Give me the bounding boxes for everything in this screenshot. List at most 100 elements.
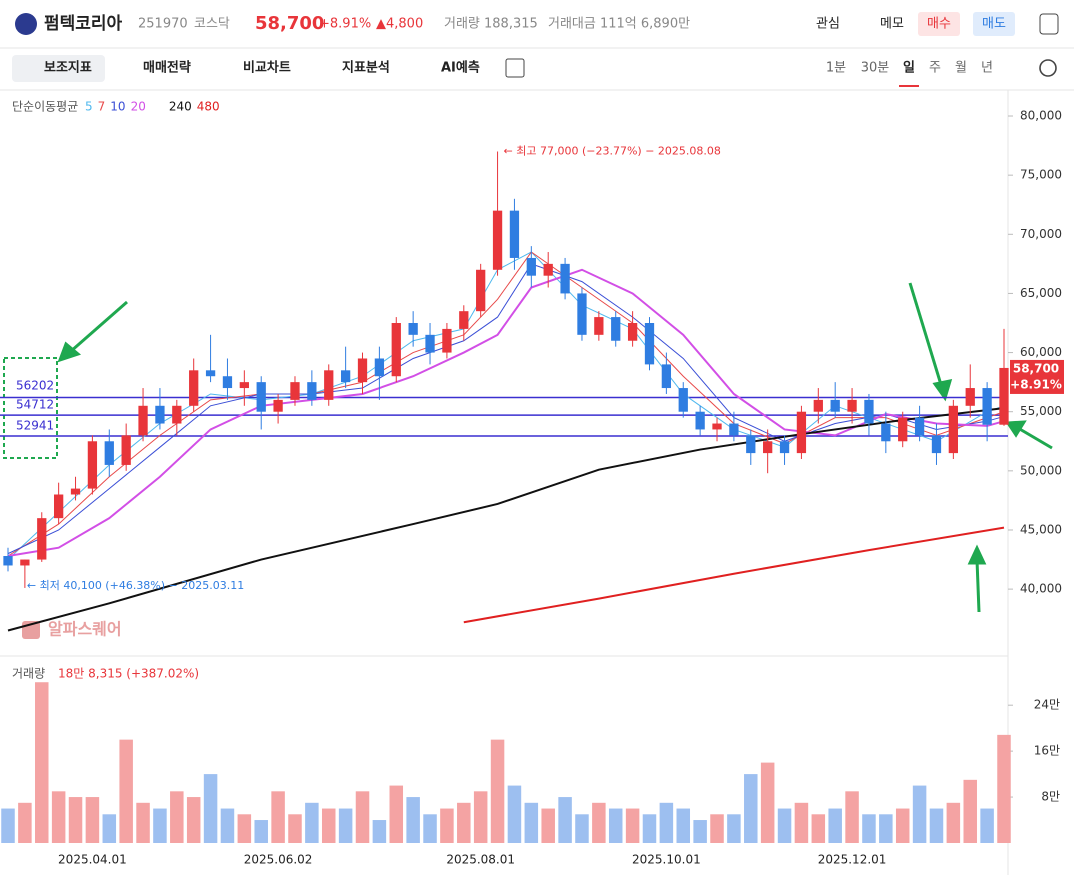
volume-bar	[305, 802, 319, 843]
logo	[15, 13, 37, 35]
candle-body	[20, 559, 30, 566]
volume-bar	[389, 785, 404, 843]
candle-body	[881, 423, 891, 442]
volume-bar	[659, 802, 674, 843]
legend-entry: 7	[98, 100, 106, 114]
candle-body	[222, 376, 233, 389]
volume-bar	[68, 797, 83, 843]
candle-body	[999, 367, 1009, 425]
volume-bar	[321, 808, 336, 843]
volume-bar	[727, 814, 741, 843]
volume-bar	[440, 808, 454, 843]
volume-bar	[558, 797, 572, 843]
volume-bar	[811, 814, 826, 843]
volume-bar	[457, 802, 471, 843]
volume-tick-label: 24만	[1034, 698, 1060, 712]
candle-body	[256, 382, 266, 412]
volume-bar	[912, 785, 927, 843]
toolbar-item[interactable]: 보조지표	[44, 61, 92, 76]
candle-body	[408, 323, 418, 335]
price-tag-value: 58,700	[1013, 361, 1059, 375]
volume-bar	[946, 802, 961, 843]
y-tick-label: 65,000	[1020, 286, 1062, 300]
volume-bar	[980, 808, 994, 843]
volume-bar	[254, 820, 268, 843]
volume-bar	[828, 808, 842, 843]
volume-bar	[760, 762, 775, 843]
volume-title: 거래량	[12, 667, 45, 681]
watch-button[interactable]: 관심	[816, 17, 840, 32]
candle-body	[374, 358, 385, 377]
checkbox[interactable]	[505, 58, 525, 78]
candle-body	[189, 370, 199, 406]
price-tag	[1010, 359, 1064, 394]
period-button[interactable]: 1분	[826, 61, 846, 76]
period-button[interactable]: 일	[903, 61, 915, 76]
candle-body	[70, 488, 81, 495]
buy-button[interactable]: 매수	[927, 17, 951, 32]
toolbar-item[interactable]: 비교차트	[243, 60, 291, 76]
period-button[interactable]: 월	[955, 61, 967, 76]
toolbar-item[interactable]: 매매전략	[143, 60, 191, 76]
candle-body	[273, 399, 283, 412]
candle-body	[37, 518, 47, 560]
volume-bar	[119, 739, 133, 843]
volume-bar	[541, 808, 555, 843]
toolbar-item[interactable]: AI예측	[441, 60, 480, 76]
memo-button[interactable]: 메모	[880, 17, 904, 32]
volume-bar	[136, 802, 150, 843]
sell-bg[interactable]	[973, 12, 1015, 36]
candle-body	[746, 435, 756, 454]
period-button[interactable]: 주	[929, 61, 941, 76]
candle-body	[357, 358, 368, 383]
legend-entry: 10	[110, 100, 125, 114]
candle-body	[87, 441, 98, 489]
volume-bar	[879, 814, 893, 843]
volume-tick-label: 16만	[1034, 744, 1060, 758]
volume-bar	[85, 797, 100, 843]
volume-bar	[845, 791, 859, 843]
candle-body	[627, 323, 638, 341]
level-label: 54712	[16, 398, 54, 412]
buy-bg[interactable]	[918, 12, 960, 36]
market: 코스닥	[194, 17, 230, 32]
x-tick-label: 2025.04.01	[58, 853, 127, 867]
candle-body	[931, 435, 942, 454]
sell-button[interactable]: 매도	[982, 17, 1006, 32]
candle-body	[763, 441, 773, 454]
volume-bar	[18, 802, 32, 843]
volume-bar	[490, 739, 505, 843]
candle-body	[290, 382, 300, 400]
change: ▲4,800	[376, 17, 423, 32]
candle-body	[982, 388, 992, 425]
y-tick-label: 70,000	[1020, 227, 1062, 241]
candle-body	[476, 269, 486, 312]
y-tick-label: 40,000	[1020, 582, 1062, 596]
volume-bar	[473, 791, 488, 843]
volume-bar	[642, 814, 657, 843]
candle-body	[340, 370, 351, 383]
toolbar-item[interactable]: 지표분석	[342, 61, 390, 76]
x-tick-label: 2025.12.01	[818, 853, 887, 867]
candle-body	[104, 441, 114, 465]
volume-bar	[406, 797, 420, 843]
candle-body	[526, 257, 536, 276]
volume-bar	[744, 774, 758, 843]
period-button[interactable]: 년	[981, 61, 993, 76]
volume-bar	[963, 779, 977, 843]
volume-bar	[220, 808, 235, 843]
volume-bar	[153, 808, 167, 843]
panel-icon[interactable]	[1039, 13, 1059, 35]
settings-icon[interactable]	[1039, 59, 1057, 77]
candle-body	[492, 210, 503, 270]
legend-entry: 480	[197, 100, 220, 114]
level-label: 56202	[16, 379, 54, 393]
y-tick-label: 55,000	[1020, 404, 1062, 418]
ma-line	[463, 526, 1005, 624]
candle-body	[425, 334, 435, 353]
candle-body	[391, 323, 401, 377]
period-button[interactable]: 30분	[861, 61, 890, 76]
stock-code: 251970	[138, 17, 188, 32]
candle-body	[729, 423, 739, 436]
